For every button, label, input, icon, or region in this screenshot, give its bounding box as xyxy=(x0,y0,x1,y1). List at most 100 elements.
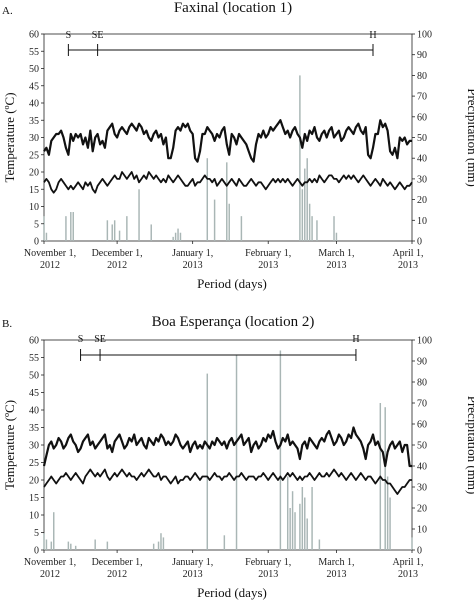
precip-bar xyxy=(118,230,121,241)
left-tick-label: 10 xyxy=(29,511,39,522)
stage-label: S xyxy=(78,334,84,345)
precip-bar xyxy=(301,487,304,550)
precip-bar xyxy=(72,212,74,241)
precip-bar xyxy=(94,539,96,550)
stage-label: SE xyxy=(94,334,106,345)
precip-bar xyxy=(223,535,226,550)
x-tick-label: February 1, xyxy=(245,557,291,568)
precip-bar xyxy=(240,216,243,241)
precip-bar xyxy=(235,354,238,550)
precip-bar xyxy=(206,373,209,550)
left-axis-label: Temperature (ºC) xyxy=(2,400,17,490)
precip-bar xyxy=(299,503,301,550)
x-tick-label: January 1, xyxy=(172,557,213,568)
precip-bar xyxy=(318,539,321,550)
right-tick-label: 10 xyxy=(417,525,427,536)
panel-faxinal: A. Faxinal (location 1) 0 5 10 15 20 25 30 35 40 45… xyxy=(2,0,474,291)
precip-bar xyxy=(53,512,55,550)
precip-bar xyxy=(179,232,182,241)
precip-bar xyxy=(316,220,318,241)
stage-bracket: S SE H xyxy=(78,334,360,361)
left-tick-label: 30 xyxy=(29,133,39,144)
left-axis-label: Temperature (ºC) xyxy=(2,92,17,182)
chart-title: Faxinal (location 1) xyxy=(174,0,292,16)
right-tick-label: 30 xyxy=(417,174,427,185)
precip-bar xyxy=(213,199,216,241)
precip-bar xyxy=(301,189,304,241)
min-temperature-line xyxy=(43,171,413,194)
stage-label: S xyxy=(66,30,72,41)
right-tick-label: 90 xyxy=(417,357,427,368)
x-tick-label: April 1, xyxy=(392,557,423,568)
x-tick-label: 2012 xyxy=(107,260,127,271)
precip-bar xyxy=(126,216,128,241)
left-tick-label: 25 xyxy=(29,150,39,161)
precip-bar xyxy=(177,228,179,241)
precip-bar xyxy=(111,224,113,241)
right-tick-label: 80 xyxy=(417,378,427,389)
precip-bar xyxy=(150,224,152,241)
left-tick-label: 60 xyxy=(29,336,39,347)
precip-bar xyxy=(74,545,77,550)
x-tick-label: December 1, xyxy=(92,248,143,259)
left-tick-label: 15 xyxy=(29,185,39,196)
left-tick-label: 50 xyxy=(29,371,39,382)
x-tick-label: 2012 xyxy=(107,569,127,580)
stage-label: SE xyxy=(92,30,104,41)
precip-bar xyxy=(289,508,291,550)
left-tick-label: 10 xyxy=(29,202,39,213)
right-tick-label: 30 xyxy=(417,483,427,494)
right-tick-label: 50 xyxy=(417,133,427,144)
precip-bar xyxy=(291,491,294,550)
right-tick-label: 0 xyxy=(417,546,422,557)
panel-label: B. xyxy=(2,318,12,330)
left-tick-label: 0 xyxy=(34,237,39,248)
x-tick-label: 2013 xyxy=(326,569,346,580)
precip-bar xyxy=(70,212,72,241)
x-tick-label: December 1, xyxy=(92,557,143,568)
left-axis: 0 5 10 15 20 25 30 35 40 45 50 55 60 xyxy=(29,336,44,557)
right-tick-label: 40 xyxy=(417,462,427,473)
precip-bar xyxy=(311,216,313,241)
right-tick-label: 100 xyxy=(417,30,432,41)
right-tick-label: 60 xyxy=(417,420,427,431)
precip-bar xyxy=(65,216,67,241)
precip-bar xyxy=(286,476,289,550)
x-tick-label: 2013 xyxy=(326,260,346,271)
max-temperature-line xyxy=(42,426,412,468)
precip-bar xyxy=(384,407,386,550)
precip-bar xyxy=(138,189,140,241)
precip-bar xyxy=(335,232,338,241)
min-temperature-line xyxy=(43,468,412,495)
right-tick-label: 50 xyxy=(417,441,427,452)
precip-bar xyxy=(304,168,306,241)
right-tick-label: 0 xyxy=(417,237,422,248)
right-tick-label: 10 xyxy=(417,216,427,227)
x-tick-label: 2013 xyxy=(183,569,203,580)
left-tick-label: 0 xyxy=(34,546,39,557)
left-tick-label: 20 xyxy=(29,476,39,487)
x-tick-label: April 1, xyxy=(392,248,423,259)
precip-bar xyxy=(113,220,116,241)
precip-bar xyxy=(43,216,45,241)
right-axis: 0 10 20 30 40 50 60 70 80 90 100 xyxy=(412,336,432,557)
left-tick-label: 40 xyxy=(29,406,39,417)
left-tick-label: 50 xyxy=(29,64,39,75)
precip-bar xyxy=(306,158,308,241)
precip-bar xyxy=(389,497,391,550)
precip-bar xyxy=(67,541,70,550)
precip-bar xyxy=(386,476,389,550)
precip-bar xyxy=(157,541,160,550)
left-tick-label: 60 xyxy=(29,30,39,41)
x-tick-label: 2013 xyxy=(398,260,418,271)
precip-bar xyxy=(228,203,230,241)
left-tick-label: 30 xyxy=(29,441,39,452)
left-tick-label: 45 xyxy=(29,81,39,92)
x-tick-label: March 1, xyxy=(318,557,354,568)
precip-bar xyxy=(306,518,308,550)
right-axis: 0 10 20 30 40 50 60 70 80 90 100 xyxy=(412,30,432,248)
left-tick-label: 35 xyxy=(29,116,39,127)
precip-bar xyxy=(162,537,165,550)
